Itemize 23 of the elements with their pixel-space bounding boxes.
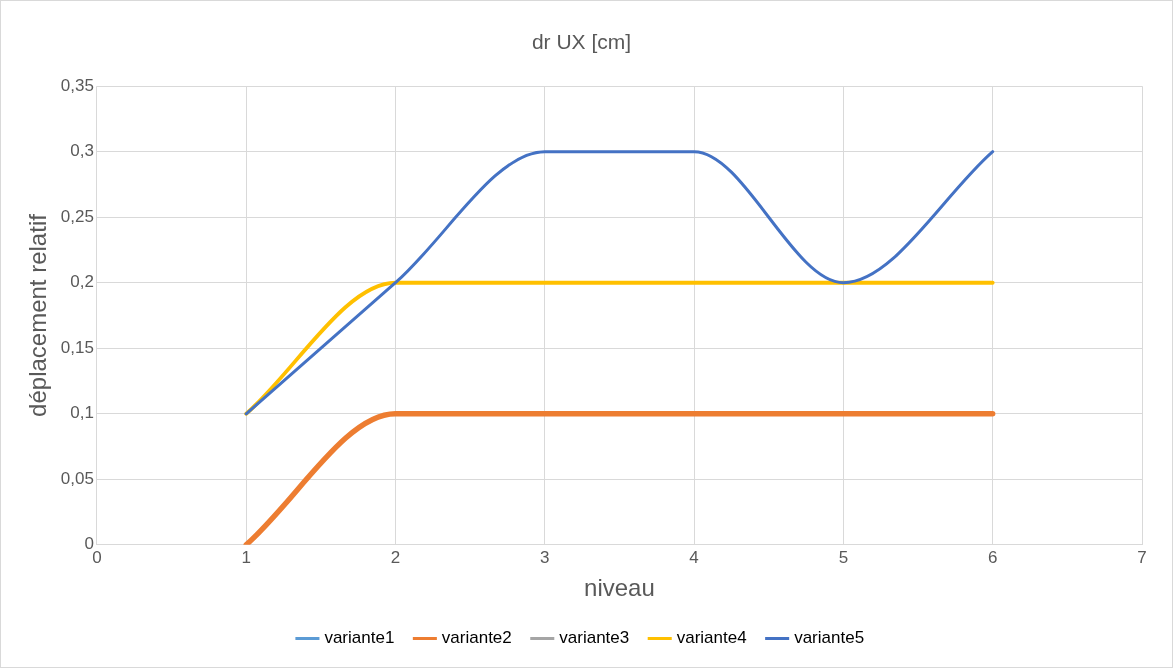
x-tick-label: 5 [838, 547, 849, 567]
x-tick-label: 2 [390, 547, 401, 567]
y-tick-label: 0,2 [70, 272, 94, 292]
legend-label: variante1 [324, 628, 395, 648]
x-tick-label: 1 [241, 547, 251, 567]
x-tick-label: 6 [987, 547, 998, 567]
x-tick-label: 3 [540, 547, 550, 567]
x-axis-title: niveau [584, 574, 655, 602]
chart-title: dr UX [cm] [531, 30, 632, 54]
y-tick-label: 0,3 [70, 141, 94, 161]
y-tick-label: 0,35 [60, 75, 94, 95]
y-tick-label: 0,25 [60, 206, 94, 226]
legend-label: variante2 [441, 628, 512, 648]
y-tick-label: 0,15 [60, 337, 94, 357]
y-axis-title: déplacement relatif [24, 213, 52, 417]
y-tick-label: 0,1 [70, 403, 94, 423]
y-tick-label: 0,05 [60, 468, 94, 488]
legend-label: variante4 [676, 628, 747, 648]
legend-label: variante3 [559, 628, 630, 648]
y-tick-label: 0 [84, 534, 94, 554]
legend-label: variante5 [794, 628, 865, 648]
x-tick-label: 7 [1137, 547, 1147, 567]
x-tick-label: 4 [689, 547, 699, 567]
